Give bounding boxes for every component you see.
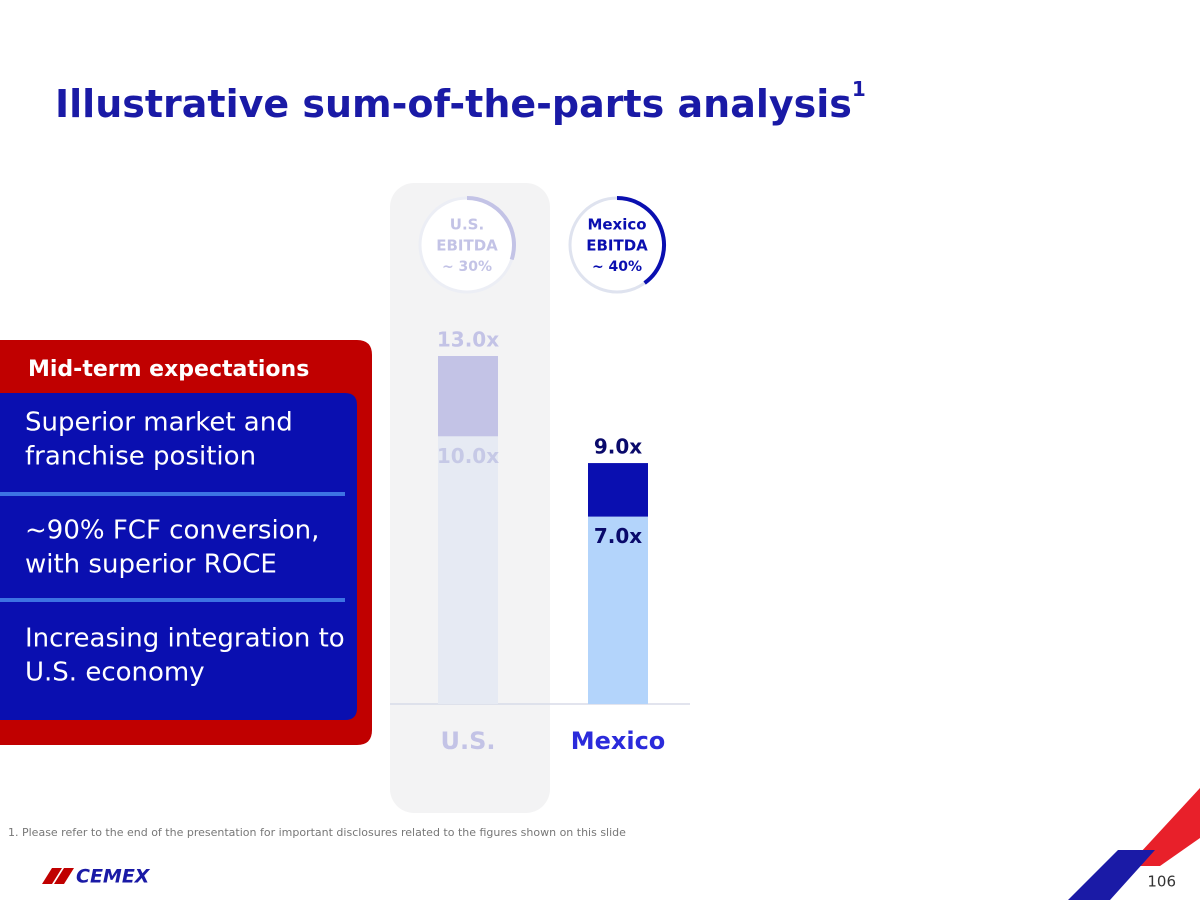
badge-arc [466, 196, 516, 261]
panel-item: ~90% FCF conversion, [25, 516, 319, 546]
badge-text: EBITDA [436, 237, 498, 255]
panel-body [0, 393, 357, 720]
logo-mark [42, 868, 74, 884]
category-label: Mexico [571, 727, 666, 755]
badge-text: Mexico [587, 216, 646, 234]
bar-base [588, 516, 648, 704]
badge-value: ~ 30% [442, 259, 492, 275]
footnote: 1. Please refer to the end of the presen… [8, 826, 626, 839]
badge-value: ~ 40% [592, 259, 642, 275]
badge-text: EBITDA [586, 237, 648, 255]
title-note: 1 [852, 77, 866, 101]
value-label: 7.0x [594, 524, 642, 548]
badge-text: U.S. [450, 216, 484, 234]
panel-title: Mid-term expectations [28, 357, 309, 382]
separator [0, 598, 345, 602]
panel-item: franchise position [25, 442, 256, 472]
badge-arc [616, 196, 666, 285]
slide-title: Illustrative sum-of-the-parts analysis1 [55, 77, 866, 126]
separator [0, 492, 345, 496]
bar-range [438, 356, 498, 437]
value-label: 13.0x [437, 328, 499, 352]
logo-text: CEMEX [76, 866, 151, 888]
page-number: 106 [1147, 873, 1176, 891]
panel-item: U.S. economy [25, 658, 205, 688]
value-label: 10.0x [437, 444, 499, 468]
title-text: Illustrative sum-of-the-parts analysis [55, 82, 852, 126]
bar-range [588, 463, 648, 517]
panel-item: Increasing integration to [25, 624, 345, 654]
panel-items: Superior market and franchise position ~90… [25, 408, 345, 688]
category-label: U.S. [440, 727, 495, 755]
panel-item: with superior ROCE [25, 550, 277, 580]
decor-blue [1068, 850, 1155, 900]
logo: CEMEX [42, 866, 151, 888]
bar-base [438, 436, 498, 704]
decor-red [1128, 788, 1200, 866]
panel-item: Superior market and [25, 408, 293, 438]
value-label: 9.0x [594, 435, 642, 459]
